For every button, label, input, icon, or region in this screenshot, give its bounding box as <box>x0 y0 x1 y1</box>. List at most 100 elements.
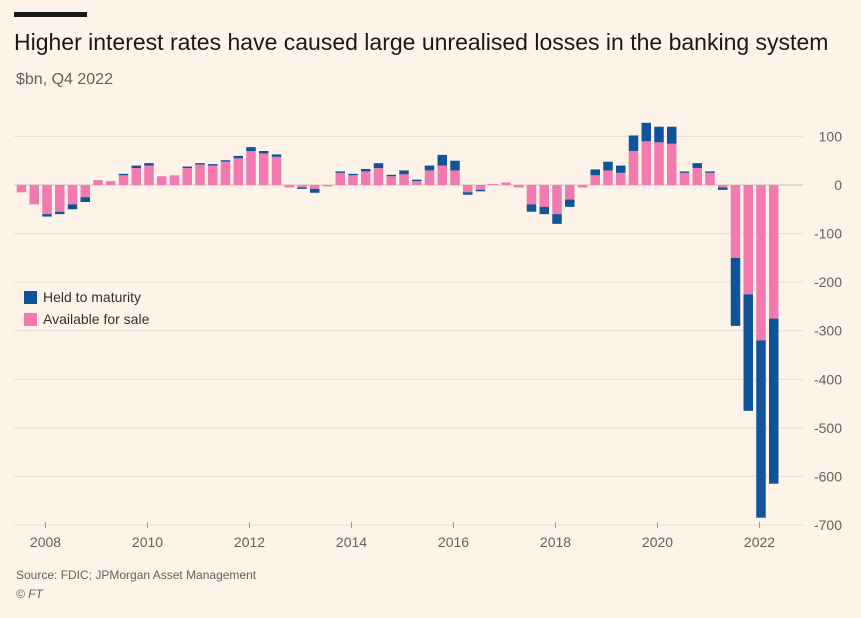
bar-held-to-maturity <box>259 151 269 154</box>
x-tick-label: 2014 <box>336 534 367 550</box>
bar-available-for-sale <box>246 151 256 185</box>
bar-available-for-sale <box>756 185 766 341</box>
bar-held-to-maturity <box>769 318 779 484</box>
source-note: Source: FDIC; JPMorgan Asset Management <box>16 568 257 582</box>
bar-available-for-sale <box>730 185 741 258</box>
bar-held-to-maturity <box>361 168 371 172</box>
bar-held-to-maturity <box>271 154 282 157</box>
bar-available-for-sale <box>577 185 588 188</box>
bar-available-for-sale <box>271 156 282 185</box>
bar-available-for-sale <box>603 170 613 185</box>
bar-held-to-maturity <box>565 199 575 207</box>
bar-available-for-sale <box>29 185 39 205</box>
bar-held-to-maturity <box>399 170 409 175</box>
bar-held-to-maturity <box>182 166 192 169</box>
bar-held-to-maturity <box>412 179 422 182</box>
bar-held-to-maturity <box>437 154 447 166</box>
bar-held-to-maturity <box>730 257 741 326</box>
bar-held-to-maturity <box>603 161 613 171</box>
legend: Held to maturity Available for sale <box>24 286 149 330</box>
bar-available-for-sale <box>437 165 447 185</box>
bar-held-to-maturity <box>756 340 766 518</box>
bar-held-to-maturity <box>67 204 78 210</box>
bar-available-for-sale <box>118 175 129 185</box>
ft-credit: © FT <box>16 587 43 601</box>
bar-available-for-sale <box>501 182 511 185</box>
legend-item-available-for-sale: Available for sale <box>24 308 149 330</box>
bar-held-to-maturity <box>220 160 231 162</box>
y-tick-label: 100 <box>819 128 843 144</box>
bar-available-for-sale <box>16 185 27 193</box>
bar-held-to-maturity <box>628 135 639 152</box>
bar-available-for-sale <box>42 185 52 215</box>
top-rule <box>14 12 87 17</box>
bar-available-for-sale <box>628 151 639 185</box>
bar-held-to-maturity <box>335 171 345 173</box>
bar-held-to-maturity <box>373 163 384 169</box>
bar-available-for-sale <box>692 168 702 185</box>
bar-available-for-sale <box>590 175 600 185</box>
bar-available-for-sale <box>616 172 626 185</box>
bar-available-for-sale <box>552 185 562 215</box>
bar-held-to-maturity <box>118 173 129 176</box>
bar-available-for-sale <box>208 165 218 185</box>
bar-held-to-maturity <box>348 173 358 176</box>
bar-held-to-maturity <box>667 126 677 144</box>
bar-held-to-maturity <box>450 160 460 171</box>
y-tick-label: -100 <box>814 226 842 242</box>
bar-held-to-maturity <box>692 163 702 169</box>
bar-available-for-sale <box>514 185 524 188</box>
bar-available-for-sale <box>718 185 728 188</box>
x-tick-label: 2012 <box>234 534 265 550</box>
legend-label-held-to-maturity: Held to maturity <box>43 289 142 305</box>
bar-available-for-sale <box>705 172 715 185</box>
bar-available-for-sale <box>424 170 435 185</box>
bar-available-for-sale <box>641 141 651 185</box>
bar-available-for-sale <box>463 185 473 193</box>
chart-subtitle: $bn, Q4 2022 <box>16 71 113 88</box>
bar-held-to-maturity <box>246 147 256 152</box>
bar-available-for-sale <box>526 185 537 205</box>
bar-held-to-maturity <box>463 192 473 195</box>
bar-available-for-sale <box>769 185 779 319</box>
bar-available-for-sale <box>450 170 460 185</box>
chart-title: Higher interest rates have caused large … <box>14 29 829 55</box>
bar-available-for-sale <box>297 185 307 188</box>
bar-available-for-sale <box>654 142 664 185</box>
bar-held-to-maturity <box>743 294 753 411</box>
bar-held-to-maturity <box>590 169 600 176</box>
bar-available-for-sale <box>195 164 205 185</box>
bar-held-to-maturity <box>475 189 486 192</box>
x-tick-label: 2008 <box>30 534 61 550</box>
x-tick-label: 2018 <box>540 534 571 550</box>
legend-swatch-held-to-maturity <box>24 290 37 304</box>
bar-held-to-maturity <box>42 214 52 217</box>
bar-available-for-sale <box>131 168 141 185</box>
bar-available-for-sale <box>310 185 320 189</box>
legend-label-available-for-sale: Available for sale <box>43 311 150 327</box>
bar-held-to-maturity <box>386 174 396 177</box>
bar-available-for-sale <box>348 175 358 185</box>
bar-available-for-sale <box>399 174 409 185</box>
bar-available-for-sale <box>679 172 690 185</box>
bar-held-to-maturity <box>144 163 154 166</box>
bar-held-to-maturity <box>80 197 90 202</box>
x-tick-label: 2016 <box>438 534 469 550</box>
bar-held-to-maturity <box>539 206 549 215</box>
bar-available-for-sale <box>743 185 753 295</box>
bar-available-for-sale <box>80 185 90 198</box>
bar-available-for-sale <box>157 176 167 185</box>
bar-available-for-sale <box>335 172 345 185</box>
bar-available-for-sale <box>361 171 371 185</box>
y-tick-label: -500 <box>814 420 842 436</box>
bar-available-for-sale <box>539 185 549 207</box>
bar-held-to-maturity <box>424 165 435 171</box>
y-tick-label: -700 <box>814 517 842 533</box>
bar-available-for-sale <box>220 161 231 185</box>
bar-chart: 100 0 -100 -200 -300 -400 -500 -600 -700 2008 2010… <box>14 122 843 550</box>
bar-available-for-sale <box>182 168 192 185</box>
bar-available-for-sale <box>475 185 486 190</box>
legend-swatch-available-for-sale <box>24 312 37 326</box>
x-tick-label: 2010 <box>132 534 163 550</box>
bar-available-for-sale <box>67 185 78 205</box>
